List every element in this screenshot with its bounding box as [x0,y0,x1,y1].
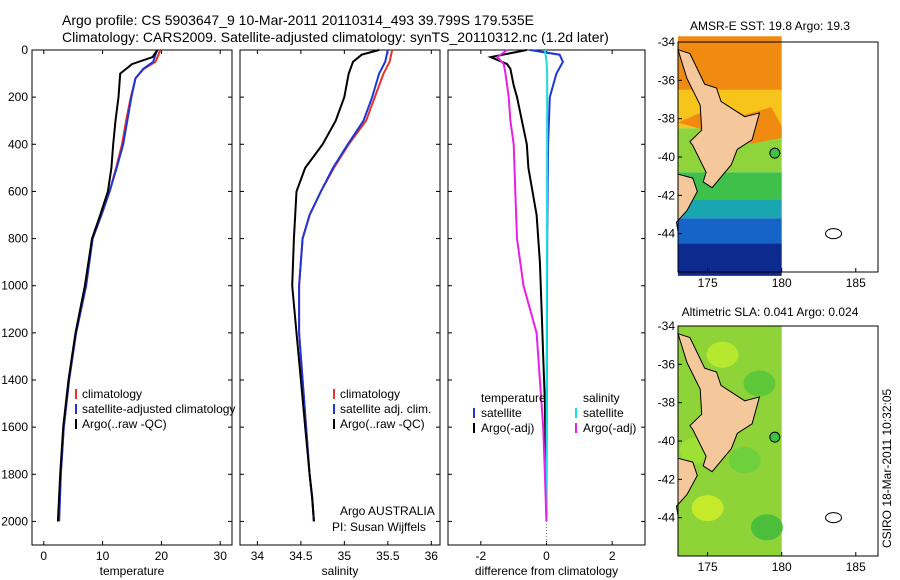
map-y-tick-label: -44 [658,227,676,241]
x-tick-label-difference: 2 [609,549,616,563]
y-tick-label: 1000 [1,279,28,293]
chatham-islands-outline [825,228,843,240]
legend-label-temperature: climatology [82,387,142,401]
legend-label-difference: Argo(-adj) [583,421,636,435]
legend-label-difference: satellite [583,406,624,420]
map-x-tick-label: 180 [772,560,792,574]
series-line-temperature-satellite-adjusted-climatology [58,49,159,522]
legend-group-title: salinity [583,391,620,405]
map-y-tick-label: -40 [658,434,676,448]
map-y-tick-label: -40 [658,150,676,164]
series-line-difference-satellite [543,49,549,522]
legend-label-temperature: satellite-adjusted climatology [82,402,235,416]
map-x-tick-label: 175 [698,276,718,290]
sst-field-band [678,199,782,219]
legend-label-difference: Argo(-adj) [481,421,534,435]
sla-field-patch [706,341,739,368]
legend-label-difference: satellite [481,406,522,420]
legend-label-salinity: satellite adj. clim. [340,402,431,416]
x-tick-label-salinity: 35 [338,549,352,563]
map-y-tick-label: -38 [658,396,676,410]
map-y-tick-label: -44 [658,511,676,525]
x-tick-label-temperature: 10 [96,549,110,563]
series-line-salinity-climatology [298,49,394,522]
map-title-sst-map: AMSR-E SST: 19.8 Argo: 19.3 [690,19,850,33]
y-tick-label: 200 [8,90,28,104]
north-island-land [677,332,761,473]
map-y-tick-label: -36 [658,73,676,87]
map-y-tick-label: -36 [658,357,676,371]
map-y-tick-label: -38 [658,112,676,126]
x-axis-label-salinity: salinity [322,564,359,578]
y-tick-label: 2000 [1,514,28,528]
legend-label-salinity: climatology [340,387,400,401]
series-line-temperature-climatology [58,49,162,522]
legend-group-title: temperature [481,391,546,405]
plot-frame-salinity [239,49,441,546]
map-y-tick-label: -34 [658,35,676,49]
series-line-difference-argo-adj- [487,49,548,522]
credit-line2: PI: Susan Wijffels [332,520,426,534]
x-tick-label-salinity: 36 [425,549,439,563]
legend-label-temperature: Argo(..raw -QC) [82,417,167,431]
y-tick-label: 600 [8,184,28,198]
x-tick-label-temperature: 0 [40,549,47,563]
x-tick-label-salinity: 34.5 [289,549,313,563]
sst-field-band [678,243,782,276]
argo-position-marker [769,431,781,443]
x-tick-label-temperature: 20 [155,549,169,563]
legend-label-salinity: Argo(..raw -QC) [340,417,425,431]
chatham-islands-outline [825,512,843,524]
series-line-temperature-argo-raw-qc- [56,49,159,522]
y-tick-label: 400 [8,137,28,151]
series-line-salinity-argo-raw-qc- [291,49,380,522]
x-tick-label-salinity: 34 [251,549,265,563]
map-y-tick-label: -34 [658,319,676,333]
series-line-difference-argo-adj- [495,49,548,522]
map-x-tick-label: 185 [846,560,866,574]
x-axis-label-temperature: temperature [100,564,165,578]
sla-field-patch [743,370,776,397]
sla-field-patch [728,447,761,474]
argo-position-marker [769,147,781,159]
credit-line1: Argo AUSTRALIA [340,504,435,518]
sst-field-band [678,218,782,244]
x-axis-label-difference: difference from climatology [475,564,618,578]
x-tick-label-difference: 0 [543,549,550,563]
map-title-sla-map: Altimetric SLA: 0.041 Argo: 0.024 [682,305,859,319]
map-y-tick-label: -42 [658,188,676,202]
sla-field-patch [691,495,724,522]
series-line-salinity-satellite-adj-clim- [298,49,389,522]
map-y-tick-label: -42 [658,472,676,486]
y-tick-label: 1800 [1,467,28,481]
timestamp-stamp: CSIRO 18-Mar-2011 10:32:05 [880,388,894,548]
x-tick-label-difference: -2 [475,549,486,563]
y-tick-label: 800 [8,232,28,246]
y-tick-label: 0 [21,43,28,57]
sla-field-patch [750,514,783,541]
north-island-land [677,48,761,189]
x-tick-label-temperature: 30 [214,549,228,563]
figure-title-line1: Argo profile: CS 5903647_9 10-Mar-2011 2… [62,12,534,28]
map-x-tick-label: 175 [698,560,718,574]
y-tick-label: 1400 [1,373,28,387]
figure-title-line2: Climatology: CARS2009. Satellite-adjuste… [62,29,609,45]
x-tick-label-salinity: 35.5 [376,549,400,563]
y-tick-label: 1200 [1,326,28,340]
plot-frame-temperature [31,49,233,546]
map-x-tick-label: 180 [772,276,792,290]
map-x-tick-label: 185 [846,276,866,290]
y-tick-label: 1600 [1,420,28,434]
